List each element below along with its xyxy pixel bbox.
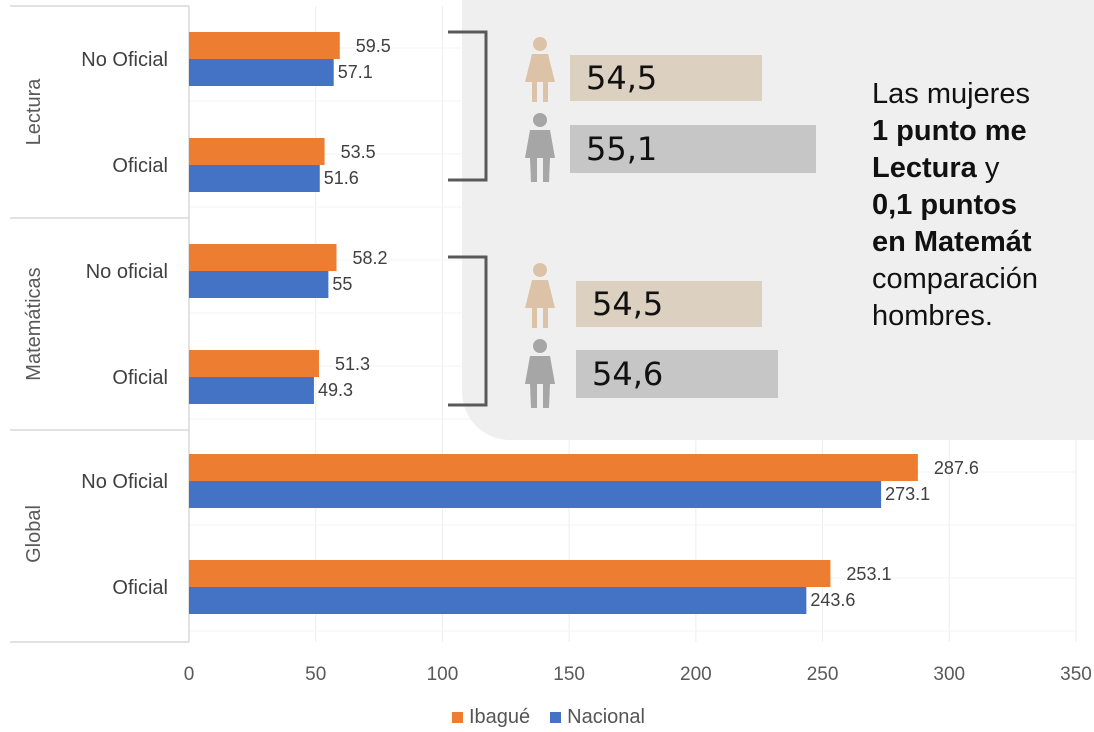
legend-swatch-nacional (550, 712, 562, 723)
female-icon (525, 263, 555, 328)
legend-label-nacional: Nacional (567, 706, 645, 728)
data-label-nacional: 57.1 (338, 62, 373, 82)
axes (10, 5, 190, 643)
narrative-line: Las mujeres (872, 78, 1030, 110)
narrative-line: en Matemát (872, 226, 1032, 258)
data-label-ibague: 287.6 (934, 458, 979, 478)
bar-nacional (189, 587, 807, 614)
narrative-line: hombres. (872, 300, 993, 332)
matematicas-bracket (448, 255, 488, 407)
category-label: Oficial (112, 155, 168, 177)
narrative-text: Las mujeres 1 punto me Lectura y 0,1 pun… (872, 76, 1094, 335)
x-tick-label: 150 (553, 664, 585, 685)
narrative-line: 0,1 puntos (872, 189, 1018, 221)
category-label: No Oficial (81, 471, 168, 493)
x-tick-label: 50 (305, 664, 326, 685)
data-label-nacional: 243.6 (810, 590, 855, 610)
data-label-nacional: 51.6 (324, 168, 359, 188)
gender-comparison-panel (462, 0, 1094, 440)
x-tick-label: 100 (427, 664, 459, 685)
x-tick-label: 300 (933, 664, 965, 685)
data-label-ibague: 253.1 (846, 564, 891, 584)
narrative-line: Lectura y (872, 152, 1000, 184)
legend: Ibagué Nacional (452, 706, 645, 729)
data-label-ibague: 59.5 (356, 36, 391, 56)
bar-nacional (189, 271, 329, 298)
legend-swatch-ibague (452, 712, 463, 723)
bar-ibague (189, 454, 918, 481)
category-label: No Oficial (81, 49, 168, 71)
male-icon (525, 113, 555, 182)
group-label: Global (23, 505, 45, 563)
matematicas-female-score: 54,5 (576, 281, 762, 327)
lectura-male-score: 55,1 (570, 125, 816, 173)
female-icon (525, 37, 555, 102)
narrative-line: 1 punto me (872, 115, 1027, 147)
x-tick-label: 250 (807, 664, 839, 685)
group-label: Matemáticas (23, 267, 45, 380)
x-tick-label: 350 (1060, 664, 1092, 685)
lectura-female-score: 54,5 (570, 55, 762, 101)
male-icon (525, 339, 555, 408)
group-label: Lectura (23, 78, 45, 146)
bar-ibague (189, 244, 337, 271)
data-label-ibague: 51.3 (335, 354, 370, 374)
bar-ibague (189, 560, 831, 587)
bar-nacional (189, 59, 334, 86)
matematicas-male-score: 54,6 (576, 350, 778, 398)
category-label: Oficial (112, 367, 168, 389)
category-label: No oficial (86, 261, 168, 283)
data-label-nacional: 273.1 (885, 484, 930, 504)
x-tick-label: 0 (184, 664, 195, 685)
bar-ibague (189, 350, 320, 377)
x-tick-label: 200 (680, 664, 712, 685)
data-label-ibague: 58.2 (352, 248, 387, 268)
data-label-nacional: 49.3 (318, 380, 353, 400)
data-label-nacional: 55 (332, 274, 352, 294)
labels: 0 50 100 150 200 250 300 350 Lectura No Oficial 59… (23, 36, 1092, 685)
data-label-ibague: 53.5 (341, 142, 376, 162)
legend-label-ibague: Ibagué (469, 706, 531, 728)
bar-ibague (189, 138, 325, 165)
bar-ibague (189, 32, 340, 59)
bar-nacional (189, 481, 882, 508)
bar-nacional (189, 377, 314, 404)
lectura-bracket (448, 30, 488, 182)
bar-nacional (189, 165, 320, 192)
narrative-line: comparación (872, 263, 1039, 295)
category-label: Oficial (112, 577, 168, 599)
bars (189, 32, 918, 614)
